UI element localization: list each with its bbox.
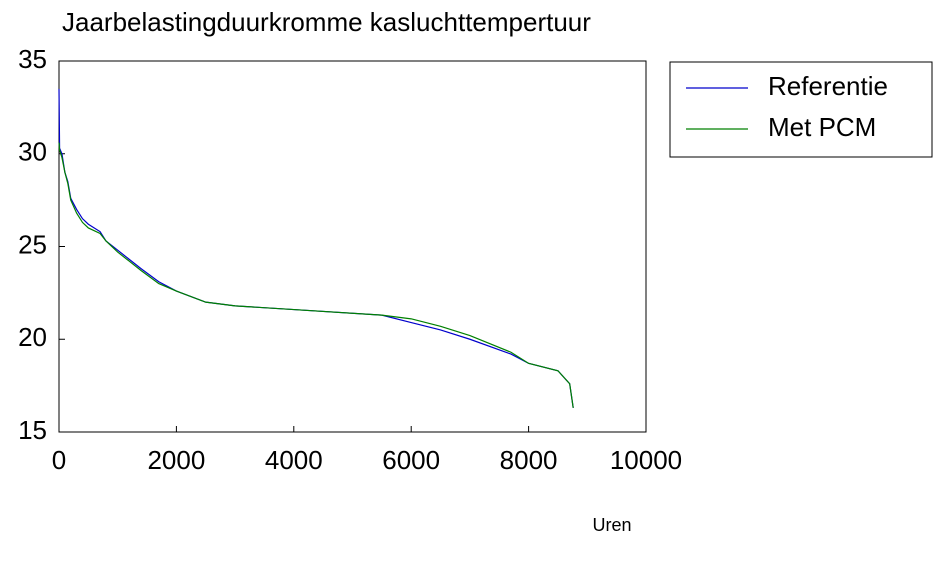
- series-line: [58, 88, 574, 408]
- plot-frame: [58, 60, 647, 433]
- legend-label: Referentie: [768, 71, 888, 101]
- x-tick-label: 4000: [265, 445, 323, 475]
- x-tick-label: 8000: [500, 445, 558, 475]
- legend-label: Met PCM: [768, 112, 876, 142]
- y-tick-label: 35: [18, 44, 47, 74]
- y-tick-label: 30: [18, 137, 47, 167]
- x-tick-label: 6000: [382, 445, 440, 475]
- x-axis-label: Uren: [592, 515, 631, 535]
- chart-title: Jaarbelastingduurkromme kasluchttempertu…: [62, 7, 591, 37]
- series-line: [58, 142, 574, 408]
- x-tick-label: 0: [52, 445, 66, 475]
- legend-box: [669, 61, 933, 158]
- y-tick-label: 20: [18, 322, 47, 352]
- y-tick-label: 15: [18, 415, 47, 445]
- x-tick-label: 10000: [610, 445, 682, 475]
- x-tick-label: 2000: [147, 445, 205, 475]
- y-tick-label: 25: [18, 229, 47, 259]
